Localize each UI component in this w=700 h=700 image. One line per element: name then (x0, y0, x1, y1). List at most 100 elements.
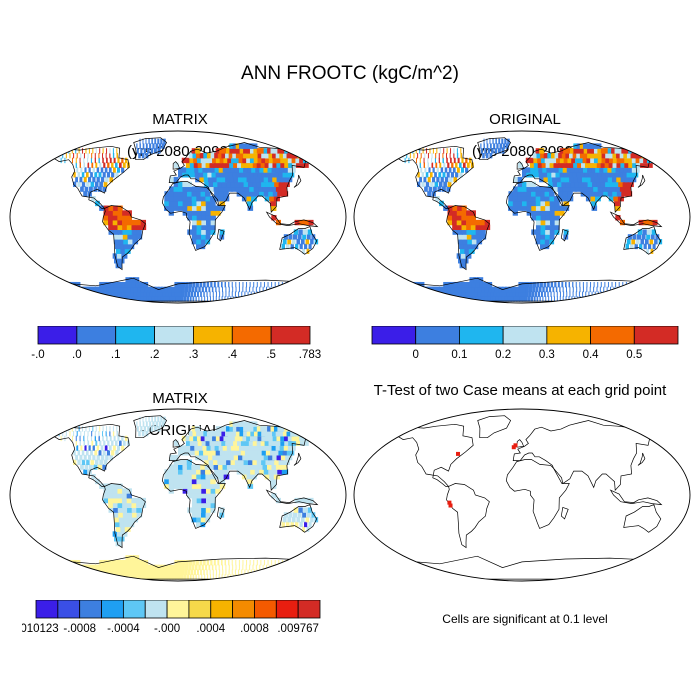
grid-cell (292, 234, 298, 240)
grid-cell (535, 229, 541, 235)
grid-cell (215, 296, 217, 302)
grid-cell (559, 296, 561, 302)
grid-cell (210, 215, 216, 221)
grid-cell (630, 172, 639, 178)
grid-cell (200, 569, 202, 575)
grid-cell (539, 176, 545, 183)
grid-cell (203, 281, 206, 288)
grid-cell (152, 291, 159, 297)
grid-cell (195, 176, 201, 183)
grid-cell (509, 291, 514, 297)
grid-cell (537, 162, 543, 168)
grid-cell (225, 286, 227, 293)
grid-cell (649, 238, 654, 245)
grid-cell (426, 148, 428, 154)
colorbar-swatch (115, 326, 155, 345)
grid-cell (475, 224, 481, 231)
coastline (102, 205, 146, 271)
grid-cell (257, 450, 265, 456)
grid-cell (532, 281, 537, 288)
grid-cell (458, 243, 465, 250)
grid-cell (210, 483, 216, 489)
grid-cell (114, 243, 121, 250)
grid-cell (112, 167, 116, 173)
grid-cell (597, 157, 606, 164)
grid-cell (244, 569, 246, 575)
grid-cell (424, 152, 426, 159)
grid-cell (105, 574, 117, 580)
grid-cell (154, 286, 160, 293)
grid-cell (607, 191, 614, 197)
grid-cell (612, 296, 614, 302)
grid-cell (466, 210, 472, 216)
grid-cell (195, 148, 201, 154)
grid-cell (83, 440, 86, 446)
grid-cell (186, 445, 192, 451)
grid-cell (588, 186, 595, 192)
grid-cell (404, 157, 406, 164)
grid-cell (94, 435, 96, 442)
grid-cell (184, 286, 189, 293)
grid-cell (190, 569, 194, 575)
grid-cell (242, 435, 250, 442)
grid-cell (200, 291, 202, 297)
grid-cell (235, 186, 242, 192)
grid-cell (178, 191, 184, 197)
grid-cell (205, 238, 211, 245)
grid-cell (508, 205, 514, 211)
grid-cell (89, 186, 93, 192)
grid-cell (204, 181, 210, 188)
grid-cell (169, 186, 175, 192)
grid-cell (205, 473, 211, 480)
grid-cell (562, 191, 569, 197)
grid-cell (470, 215, 476, 221)
grid-cell (442, 152, 444, 159)
grid-cell (540, 243, 545, 250)
grid-cell (269, 291, 271, 297)
grid-cell (466, 219, 472, 226)
grid-cell (516, 296, 520, 302)
grid-cell (244, 186, 251, 192)
grid-cell (106, 426, 108, 432)
grid-cell (558, 152, 565, 159)
grid-cell (637, 286, 639, 293)
grid-cell (452, 219, 458, 226)
grid-cell (145, 152, 149, 159)
grid-cell (102, 296, 114, 302)
grid-cell (530, 186, 537, 192)
grid-cell (461, 229, 468, 235)
grid-cell (459, 162, 462, 168)
grid-cell (228, 291, 230, 297)
significant-cell (456, 451, 461, 456)
grid-cell (298, 229, 303, 235)
colorbar-swatch (275, 600, 299, 619)
grid-cell (196, 195, 202, 202)
grid-cell (219, 148, 226, 154)
grid-cell (276, 569, 278, 575)
grid-cell (139, 416, 141, 423)
grid-cell (194, 167, 200, 173)
grid-cell (532, 286, 536, 293)
grid-cell (231, 291, 233, 297)
grid-cell (294, 497, 300, 504)
grid-cell (85, 148, 87, 154)
grid-cell (535, 205, 542, 211)
grid-cell (287, 445, 296, 451)
grid-cell (593, 172, 600, 178)
grid-cell (208, 157, 215, 164)
grid-cell (81, 450, 85, 456)
grid-cell (99, 148, 101, 154)
grid-cell (225, 569, 227, 575)
grid-cell (464, 281, 472, 288)
grid-cell (468, 281, 476, 288)
grid-cell (155, 143, 159, 149)
grid-cell (233, 440, 240, 446)
grid-cell (287, 238, 292, 245)
grid-cell (286, 521, 290, 528)
grid-cell (544, 234, 550, 240)
grid-cell (115, 262, 123, 269)
grid-cell (203, 569, 205, 575)
grid-cell (610, 286, 612, 293)
grid-cell (191, 215, 198, 221)
grid-cell (100, 176, 105, 183)
